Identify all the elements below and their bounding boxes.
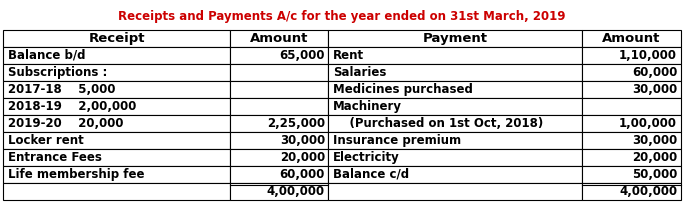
Text: Balance c/d: Balance c/d — [333, 168, 409, 181]
Bar — [3, 166, 231, 183]
Bar — [3, 81, 231, 98]
Bar — [3, 115, 231, 132]
Bar — [3, 183, 231, 200]
Bar — [231, 81, 328, 98]
Bar — [231, 64, 328, 81]
Bar — [231, 47, 328, 64]
Bar — [328, 81, 582, 98]
Bar — [3, 64, 231, 81]
Text: 2019-20    20,000: 2019-20 20,000 — [8, 117, 124, 130]
Bar — [328, 98, 582, 115]
Bar — [582, 64, 681, 81]
Text: 1,00,000: 1,00,000 — [619, 117, 677, 130]
Text: 65,000: 65,000 — [280, 49, 325, 62]
Bar — [582, 149, 681, 166]
Text: Payment: Payment — [423, 32, 488, 44]
Bar — [328, 115, 582, 132]
Bar — [328, 166, 582, 183]
Text: Machinery: Machinery — [333, 100, 402, 113]
Text: Insurance premium: Insurance premium — [333, 134, 462, 147]
Text: 2017-18    5,000: 2017-18 5,000 — [8, 83, 116, 96]
Bar — [328, 132, 582, 149]
Bar — [328, 64, 582, 81]
Bar — [3, 149, 231, 166]
Text: Receipt: Receipt — [89, 32, 145, 44]
Bar — [328, 47, 582, 64]
Bar — [3, 47, 231, 64]
Bar — [582, 166, 681, 183]
Text: Amount: Amount — [250, 32, 308, 44]
Bar — [231, 132, 328, 149]
Text: Salaries: Salaries — [333, 66, 386, 79]
Bar — [582, 183, 681, 200]
Text: 20,000: 20,000 — [632, 151, 677, 164]
Text: 30,000: 30,000 — [280, 134, 325, 147]
Bar — [582, 81, 681, 98]
Bar — [231, 166, 328, 183]
Bar — [3, 30, 231, 47]
Bar — [231, 183, 328, 200]
Bar — [328, 30, 582, 47]
Bar — [582, 30, 681, 47]
Text: Rent: Rent — [333, 49, 365, 62]
Text: Amount: Amount — [603, 32, 661, 44]
Text: 60,000: 60,000 — [280, 168, 325, 181]
Text: Entrance Fees: Entrance Fees — [8, 151, 102, 164]
Text: 60,000: 60,000 — [632, 66, 677, 79]
Text: Locker rent: Locker rent — [8, 134, 84, 147]
Text: 1,10,000: 1,10,000 — [619, 49, 677, 62]
Bar — [328, 149, 582, 166]
Bar — [582, 132, 681, 149]
Text: Electricity: Electricity — [333, 151, 400, 164]
Text: Receipts and Payments A/c for the year ended on 31st March, 2019: Receipts and Payments A/c for the year e… — [118, 10, 566, 23]
Text: Medicines purchased: Medicines purchased — [333, 83, 473, 96]
Text: Subscriptions :: Subscriptions : — [8, 66, 107, 79]
Bar — [231, 115, 328, 132]
Text: 20,000: 20,000 — [280, 151, 325, 164]
Text: 30,000: 30,000 — [632, 83, 677, 96]
Text: 30,000: 30,000 — [632, 134, 677, 147]
Bar — [328, 183, 582, 200]
Text: 4,00,000: 4,00,000 — [267, 185, 325, 198]
Bar — [231, 98, 328, 115]
Text: (Purchased on 1st Oct, 2018): (Purchased on 1st Oct, 2018) — [333, 117, 544, 130]
Text: 4,00,000: 4,00,000 — [619, 185, 677, 198]
Text: 2,25,000: 2,25,000 — [267, 117, 325, 130]
Bar — [231, 30, 328, 47]
Bar — [3, 132, 231, 149]
Bar — [231, 149, 328, 166]
Text: 50,000: 50,000 — [632, 168, 677, 181]
Text: 2018-19    2,00,000: 2018-19 2,00,000 — [8, 100, 137, 113]
Bar — [582, 98, 681, 115]
Bar — [3, 98, 231, 115]
Bar — [582, 115, 681, 132]
Text: Life membership fee: Life membership fee — [8, 168, 145, 181]
Text: Balance b/d: Balance b/d — [8, 49, 86, 62]
Bar — [582, 47, 681, 64]
